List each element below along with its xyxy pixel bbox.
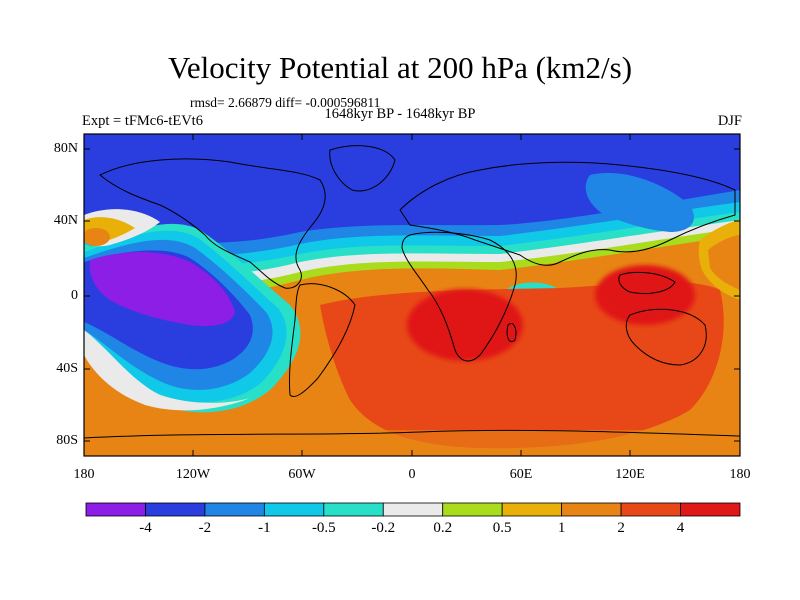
colorbar-swatch [323, 502, 384, 517]
coastlines [84, 145, 740, 439]
coast-south-america [288, 283, 356, 397]
colorbar-swatch [263, 502, 325, 517]
colorbar-label: 4 [676, 520, 685, 536]
coast-madagascar [506, 323, 517, 343]
y-tick-label: 40N [53, 213, 78, 228]
field-nw-pacific-orange [84, 228, 110, 246]
coast-africa [401, 231, 517, 362]
field-se-pacific-tongue [84, 330, 250, 411]
coast-antarctica [84, 429, 740, 439]
field-max-africa [407, 289, 523, 361]
x-tick-label: 0 [408, 467, 416, 482]
x-tick-label: 60E [509, 467, 533, 482]
colorbar-swatch [680, 502, 741, 517]
field-band-neg-2 [84, 134, 740, 243]
season-label: DJF [717, 113, 742, 129]
colorbar-swatch [204, 502, 265, 517]
colorbar-swatch [501, 502, 563, 517]
x-tick-label: 180 [729, 467, 751, 482]
field-min-pacific [89, 252, 235, 327]
field-east-edge-orange [708, 235, 740, 290]
coast-north-america [99, 158, 326, 289]
stats-text: rmsd= 2.66879 diff= -0.000596811 [190, 95, 381, 110]
colorbar-label: -2 [198, 520, 212, 536]
field-max-maritime-continent [595, 265, 695, 325]
coast-greenland [329, 145, 396, 192]
colorbar-label: -4 [139, 520, 152, 536]
contour-field [84, 134, 740, 456]
y-tick-label: 80S [56, 433, 78, 448]
colorbar-swatch [620, 502, 681, 517]
y-tick-label: 0 [71, 288, 78, 303]
coast-eurasia [399, 161, 736, 266]
coast-maritime [618, 271, 676, 295]
x-tick-label: 120W [175, 467, 211, 482]
colorbar [85, 502, 741, 517]
x-tick-label: 60W [288, 467, 316, 482]
colorbar-swatch [442, 502, 503, 517]
experiment-label: Expt = tFMc6-tEVt6 [82, 113, 203, 129]
colorbar-swatch [382, 502, 444, 517]
colorbar-label: -0.2 [371, 520, 396, 536]
plot-subtitle: 1648kyr BP - 1648kyr BP [324, 106, 476, 122]
x-tick-label: 180 [73, 467, 95, 482]
colorbar-label: -1 [258, 520, 271, 536]
field-asia-tongue [585, 173, 694, 232]
colorbar-swatch [145, 502, 206, 517]
colorbar-swatch [85, 502, 146, 517]
colorbar-label: 0.5 [492, 520, 512, 536]
colorbar-swatch [561, 502, 622, 517]
colorbar-label: 0.2 [433, 520, 453, 536]
y-tick-label: 80N [53, 141, 78, 156]
y-tick-label: 40S [56, 361, 78, 376]
axis-ticks [83, 134, 741, 456]
plot-title: Velocity Potential at 200 hPa (km2/s) [167, 50, 633, 85]
coast-australia [625, 308, 707, 366]
colorbar-label: -0.5 [311, 520, 336, 536]
colorbar-label: 2 [617, 520, 625, 536]
x-tick-label: 120E [615, 467, 645, 482]
colorbar-label: 1 [557, 520, 566, 536]
